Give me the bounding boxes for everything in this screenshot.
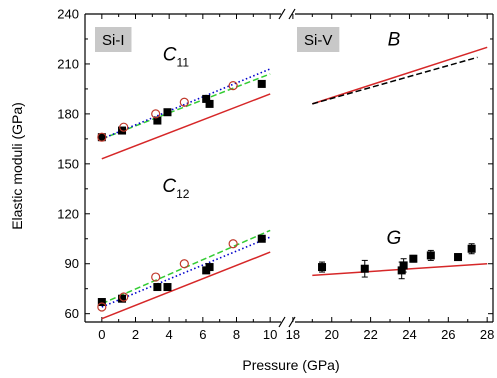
data-point-circle [179, 97, 189, 107]
series-line [312, 56, 478, 105]
x-tick-label: 26 [441, 327, 455, 342]
y-tick-label: 90 [65, 256, 79, 271]
data-point-circle [151, 109, 161, 119]
x-tick-label: 20 [325, 327, 339, 342]
data-point-square [257, 234, 266, 243]
panel-label-box [95, 27, 132, 52]
x-axis-title: Pressure (GPa) [242, 357, 339, 373]
data-point-square [454, 253, 463, 262]
y-tick-label: 150 [57, 156, 79, 171]
series-line [101, 236, 271, 308]
coefficient-label: B [388, 30, 401, 51]
data-point-square [163, 108, 172, 117]
data-point-square [205, 99, 214, 108]
x-tick-label: 18 [286, 327, 300, 342]
coefficient-label: G [387, 228, 402, 249]
data-point-square [202, 94, 211, 103]
panel-label: Si-V [304, 32, 332, 49]
x-tick-label: 0 [98, 327, 105, 342]
y-axis-title: Elastic moduli (GPa) [9, 102, 25, 230]
x-tick-label: 6 [199, 327, 206, 342]
series-line [312, 46, 488, 105]
y-tick-label: 210 [57, 56, 79, 71]
coefficient-symbol: B [388, 30, 401, 51]
data-point-circle [179, 259, 189, 269]
x-tick-label: 4 [166, 327, 173, 342]
coefficient-label: C11 [163, 45, 190, 70]
data-point-circle [119, 122, 129, 132]
coefficient-symbol: C [163, 45, 177, 66]
panel-label: Si-I [102, 32, 125, 49]
coefficient-subscript: 11 [177, 56, 190, 70]
data-point-square [426, 251, 435, 260]
data-point-circle [228, 80, 238, 91]
data-point-square [397, 266, 406, 275]
series-layer [97, 46, 488, 320]
data-point-square [399, 261, 408, 270]
x-tick-label: 8 [233, 327, 240, 342]
data-point-square [153, 116, 162, 125]
y-tick-label: 60 [65, 306, 79, 321]
data-point-square [409, 254, 418, 263]
y-tick-label: 120 [57, 206, 79, 221]
series-line [101, 251, 271, 320]
data-point-square [97, 133, 106, 142]
axis-break-mark [278, 8, 286, 20]
y-tick-label: 240 [57, 7, 79, 22]
panel-labels: Si-I Si-V [95, 27, 340, 52]
data-point-square [205, 263, 214, 272]
plot-frame [84, 8, 494, 328]
data-point-circle [97, 302, 107, 312]
panel-label-box [297, 27, 340, 52]
coefficient-symbol: C [162, 176, 176, 197]
axis-break-mark [278, 316, 286, 328]
data-point-square [153, 283, 162, 292]
data-point-circle [228, 239, 238, 249]
coefficient-subscript: 12 [176, 187, 190, 201]
data-point-square [318, 263, 327, 272]
axis-break-mark [288, 8, 296, 20]
x-tick-label: 22 [363, 327, 377, 342]
data-point-square [118, 294, 127, 303]
data-point-square [163, 283, 172, 292]
data-point-circle [151, 272, 161, 282]
x-tick-label: 2 [132, 327, 139, 342]
data-point-square [360, 264, 369, 273]
data-point-square [257, 79, 266, 88]
x-tick-label: 10 [263, 327, 277, 342]
axis-break-mark [288, 316, 296, 328]
x-tick-label: 28 [480, 327, 494, 342]
y-tick-label: 180 [57, 106, 79, 121]
coefficient-label: C12 [162, 176, 189, 201]
data-point-circle [119, 292, 129, 302]
series-line [101, 93, 271, 160]
data-point-square [467, 244, 476, 253]
x-tick-label: 24 [402, 327, 416, 342]
coefficient-symbol: G [387, 228, 402, 249]
data-point-square [97, 298, 106, 307]
data-point-circle [97, 132, 107, 142]
